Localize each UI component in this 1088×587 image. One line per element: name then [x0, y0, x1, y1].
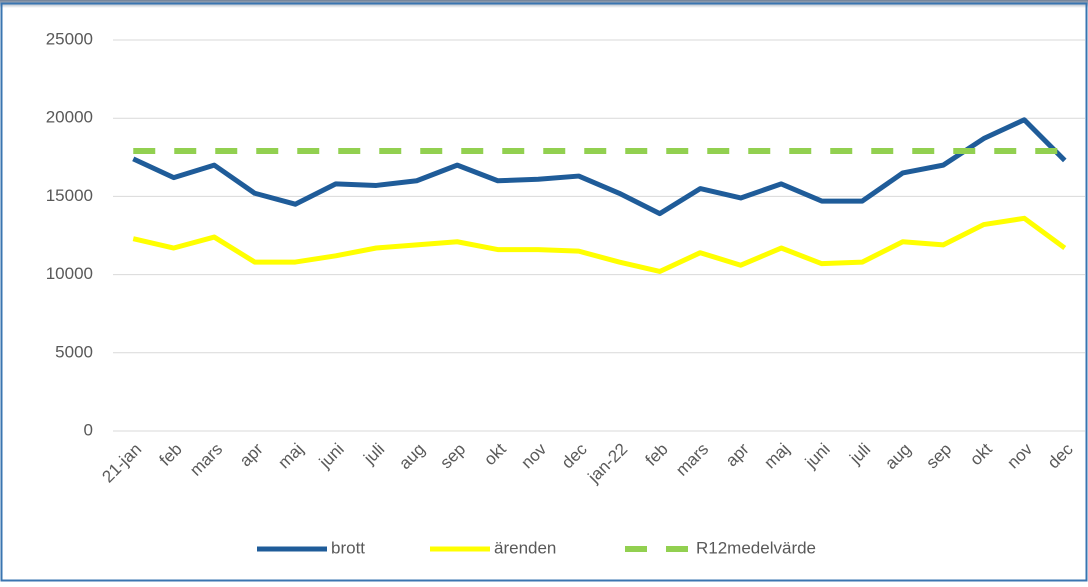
x-tick-label: mars: [186, 440, 226, 480]
x-tick-label: maj: [274, 440, 307, 473]
x-tick-label: 21-jan: [98, 440, 145, 487]
x-tick-label: okt: [966, 439, 996, 469]
x-tick-label: juli: [359, 440, 388, 469]
x-tick-label: nov: [1003, 439, 1036, 472]
x-tick-label: apr: [236, 439, 267, 470]
legend-label: brott: [331, 538, 365, 557]
x-tick-label: sep: [922, 440, 955, 473]
legend-label: ärenden: [494, 538, 556, 557]
legend-label: R12medelvärde: [696, 538, 816, 557]
x-tick-label: aug: [395, 440, 428, 473]
x-tick-label: dec: [1044, 439, 1077, 472]
y-tick-label: 20000: [46, 108, 93, 127]
x-tick-label: nov: [517, 439, 550, 472]
y-tick-label: 15000: [46, 186, 93, 205]
y-tick-label: 5000: [55, 342, 93, 361]
x-tick-label: apr: [722, 439, 753, 470]
x-tick-label: dec: [558, 439, 591, 472]
series-line: [132, 215, 1067, 274]
x-tick-label: juni: [801, 440, 834, 473]
x-tick-label: maj: [760, 440, 793, 473]
y-tick-label: 10000: [46, 264, 93, 283]
x-tick-label: jan-22: [584, 440, 632, 488]
x-tick-label: sep: [436, 440, 469, 473]
y-tick-label: 25000: [46, 29, 93, 48]
x-tick-label: feb: [642, 440, 672, 470]
x-tick-label: mars: [672, 440, 712, 480]
x-tick-label: okt: [480, 439, 510, 469]
x-tick-label: juli: [845, 440, 874, 469]
series-line: [132, 117, 1067, 217]
y-tick-label: 0: [84, 420, 93, 439]
x-tick-label: feb: [156, 440, 186, 470]
x-tick-label: juni: [315, 440, 348, 473]
x-tick-label: aug: [881, 440, 914, 473]
